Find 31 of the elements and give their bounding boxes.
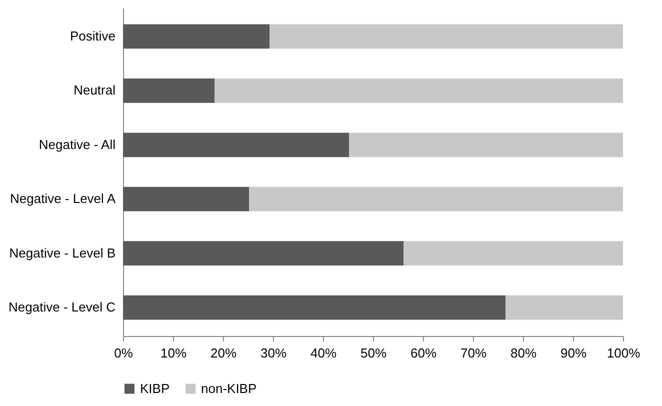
x-tick-label: 10% <box>160 346 187 360</box>
bar <box>270 24 623 49</box>
y-tick-label: Negative - Level A <box>10 191 116 206</box>
bar <box>404 241 623 266</box>
bar <box>123 186 249 212</box>
x-tick-label: 50% <box>360 346 387 360</box>
x-tick-label: 80% <box>510 346 537 360</box>
x-tick-label: 40% <box>310 346 337 360</box>
bar <box>123 132 349 158</box>
y-tick-label: Neutral <box>74 82 116 98</box>
bar <box>506 295 623 320</box>
bar <box>249 186 623 212</box>
x-tick-label: 0% <box>114 346 134 360</box>
y-tick-label: Negative - All <box>38 136 116 152</box>
x-tick-label: 70% <box>460 346 487 360</box>
x-tick-label: 30% <box>260 346 287 360</box>
bar <box>123 24 270 49</box>
x-tick-label: 100% <box>606 346 641 360</box>
legend-label: KIBP <box>140 380 170 396</box>
bar <box>214 78 623 103</box>
x-tick-label: 90% <box>560 346 587 360</box>
legend-label: non-KIBP <box>201 380 257 396</box>
x-tick-label: 60% <box>410 346 437 360</box>
y-tick-label: Negative - Level C <box>8 300 116 315</box>
bar <box>123 78 214 103</box>
x-tick-label: 20% <box>210 346 237 360</box>
bar <box>123 295 506 320</box>
y-tick-label: Negative - Level B <box>9 245 116 260</box>
y-tick-label: Positive <box>70 28 116 44</box>
bar <box>349 132 623 158</box>
bar <box>123 241 404 266</box>
